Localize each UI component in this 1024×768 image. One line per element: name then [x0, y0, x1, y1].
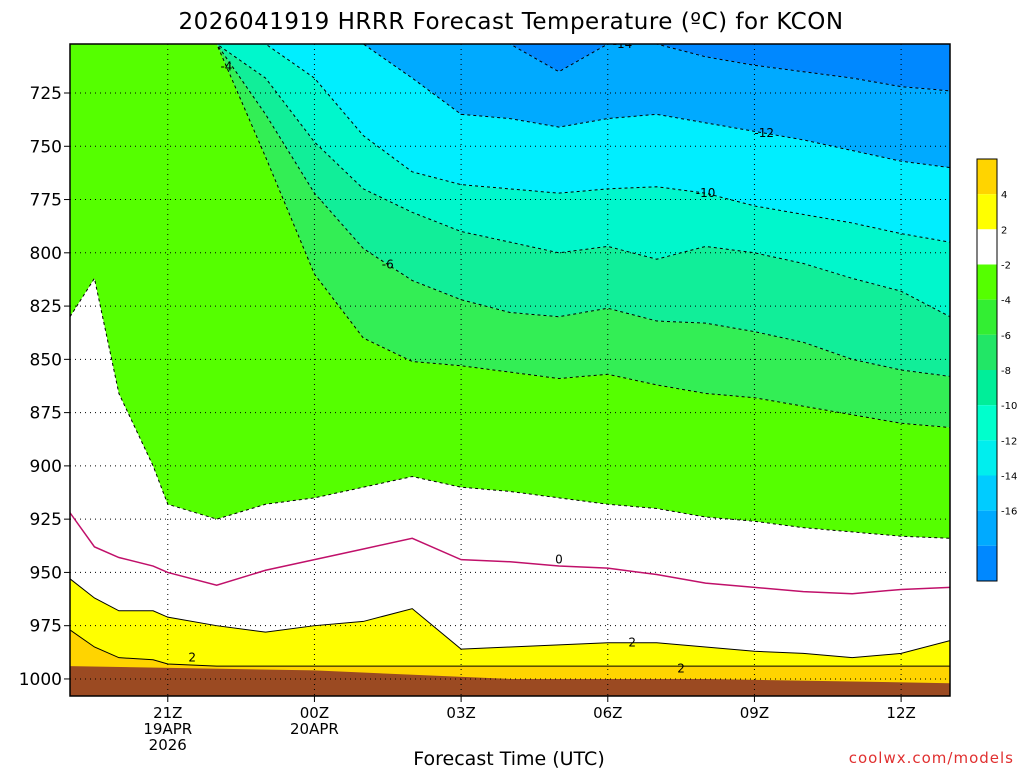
axes: 725 750 775 800 825 850 875 900 925 950 975 1000 21Z… [19, 43, 951, 754]
x-tick-label: 00Z [300, 704, 329, 722]
colorbar-segment [977, 405, 997, 441]
colorbar-label: -14 [1001, 472, 1017, 483]
band-minus14 [70, 44, 950, 168]
colorbar-segment [977, 440, 997, 476]
isotherm-minus2 [70, 277, 950, 539]
plot-area: -14 -12 -10 -6 -4 0 2 2 2 [70, 37, 950, 696]
colorbar-label: -16 [1001, 507, 1017, 518]
colorbar-segment [977, 264, 997, 300]
isotherm-plus2 [70, 578, 950, 659]
colorbar-label: -6 [1001, 331, 1011, 342]
y-tick-label: 725 [30, 84, 62, 104]
colorbar-label: -10 [1001, 401, 1017, 412]
y-tick-label: 1000 [19, 670, 62, 690]
freezing-line-label: 0 [555, 553, 563, 567]
x-tick-label: 09Z [740, 704, 769, 722]
y-tick-label: 925 [30, 510, 62, 530]
y-tick-label: 825 [30, 297, 62, 317]
band-minus8 [70, 44, 950, 377]
x-tick-label: 2026 [149, 736, 187, 754]
band-minus10 [70, 44, 950, 317]
contour-label: 2 [628, 636, 636, 650]
colorbar-label: 2 [1001, 225, 1007, 236]
x-tick-label: 06Z [593, 704, 622, 722]
ground-fill [70, 666, 950, 696]
contour-label: -12 [754, 126, 774, 140]
band-minus16 [70, 44, 950, 91]
colorbar-label: -2 [1001, 261, 1011, 272]
band-minus12 [70, 44, 950, 243]
colorbar-label: -8 [1001, 366, 1011, 377]
contour-label: 2 [188, 651, 196, 665]
colorbar: 4 2 -2 -4 -6 -8 -10 -12 -14 -16 [976, 158, 1017, 582]
contour-label: -6 [382, 258, 394, 272]
y-tick-label: 800 [30, 244, 62, 264]
contour-label: 2 [677, 661, 685, 675]
band-minus6 [70, 44, 950, 428]
y-tick-label: 950 [30, 563, 62, 583]
colorbar-segment [977, 159, 997, 195]
colorbar-segment [977, 475, 997, 511]
x-axis-label: Forecast Time (UTC) [413, 748, 604, 768]
contour-label: -10 [696, 186, 716, 200]
x-tick-label: 03Z [446, 704, 475, 722]
y-tick-label: 775 [30, 191, 62, 211]
x-tick-label: 21Z [153, 704, 182, 722]
band-minus4 [70, 44, 950, 539]
colorbar-segment [977, 370, 997, 406]
y-tick-label: 975 [30, 617, 62, 637]
isotherm-minus6 [70, 44, 950, 377]
y-tick-label: 750 [30, 137, 62, 157]
isotherm-minus14 [70, 44, 950, 92]
isotherm-plus4 [70, 629, 950, 667]
credit-text: coolwx.com/models [849, 749, 1014, 767]
isotherm-minus10 [70, 44, 950, 243]
contour-label: -4 [220, 60, 232, 74]
x-tick-label: 20APR [290, 720, 339, 738]
colorbar-label: 4 [1001, 190, 1007, 201]
colorbar-label: -4 [1001, 296, 1011, 307]
colorbar-segment [977, 229, 997, 265]
plot-fill-group: -14 -12 -10 -6 -4 0 2 2 2 [70, 37, 950, 696]
isotherm-minus8 [70, 44, 950, 318]
y-tick-label: 875 [30, 404, 62, 424]
x-tick-label: 19APR [143, 720, 192, 738]
y-tick-label: 900 [30, 457, 62, 477]
colorbar-segment [977, 194, 997, 230]
contour-label: -14 [613, 37, 633, 51]
colorbar-segment [977, 510, 997, 546]
colorbar-label: -12 [1001, 436, 1017, 447]
plot-frame [69, 43, 951, 697]
isotherm-minus4 [70, 44, 950, 429]
colorbar-segment [977, 334, 997, 370]
chart-title: 2026041919 HRRR Forecast Temperature (ºC… [178, 9, 843, 35]
colorbar-segment [977, 299, 997, 335]
x-tick-label: 12Z [886, 704, 915, 722]
freezing-line [70, 512, 950, 595]
colorbar-frame [976, 158, 998, 582]
isotherm-minus12 [70, 44, 950, 169]
colorbar-segment [977, 545, 997, 581]
y-tick-label: 850 [30, 350, 62, 370]
